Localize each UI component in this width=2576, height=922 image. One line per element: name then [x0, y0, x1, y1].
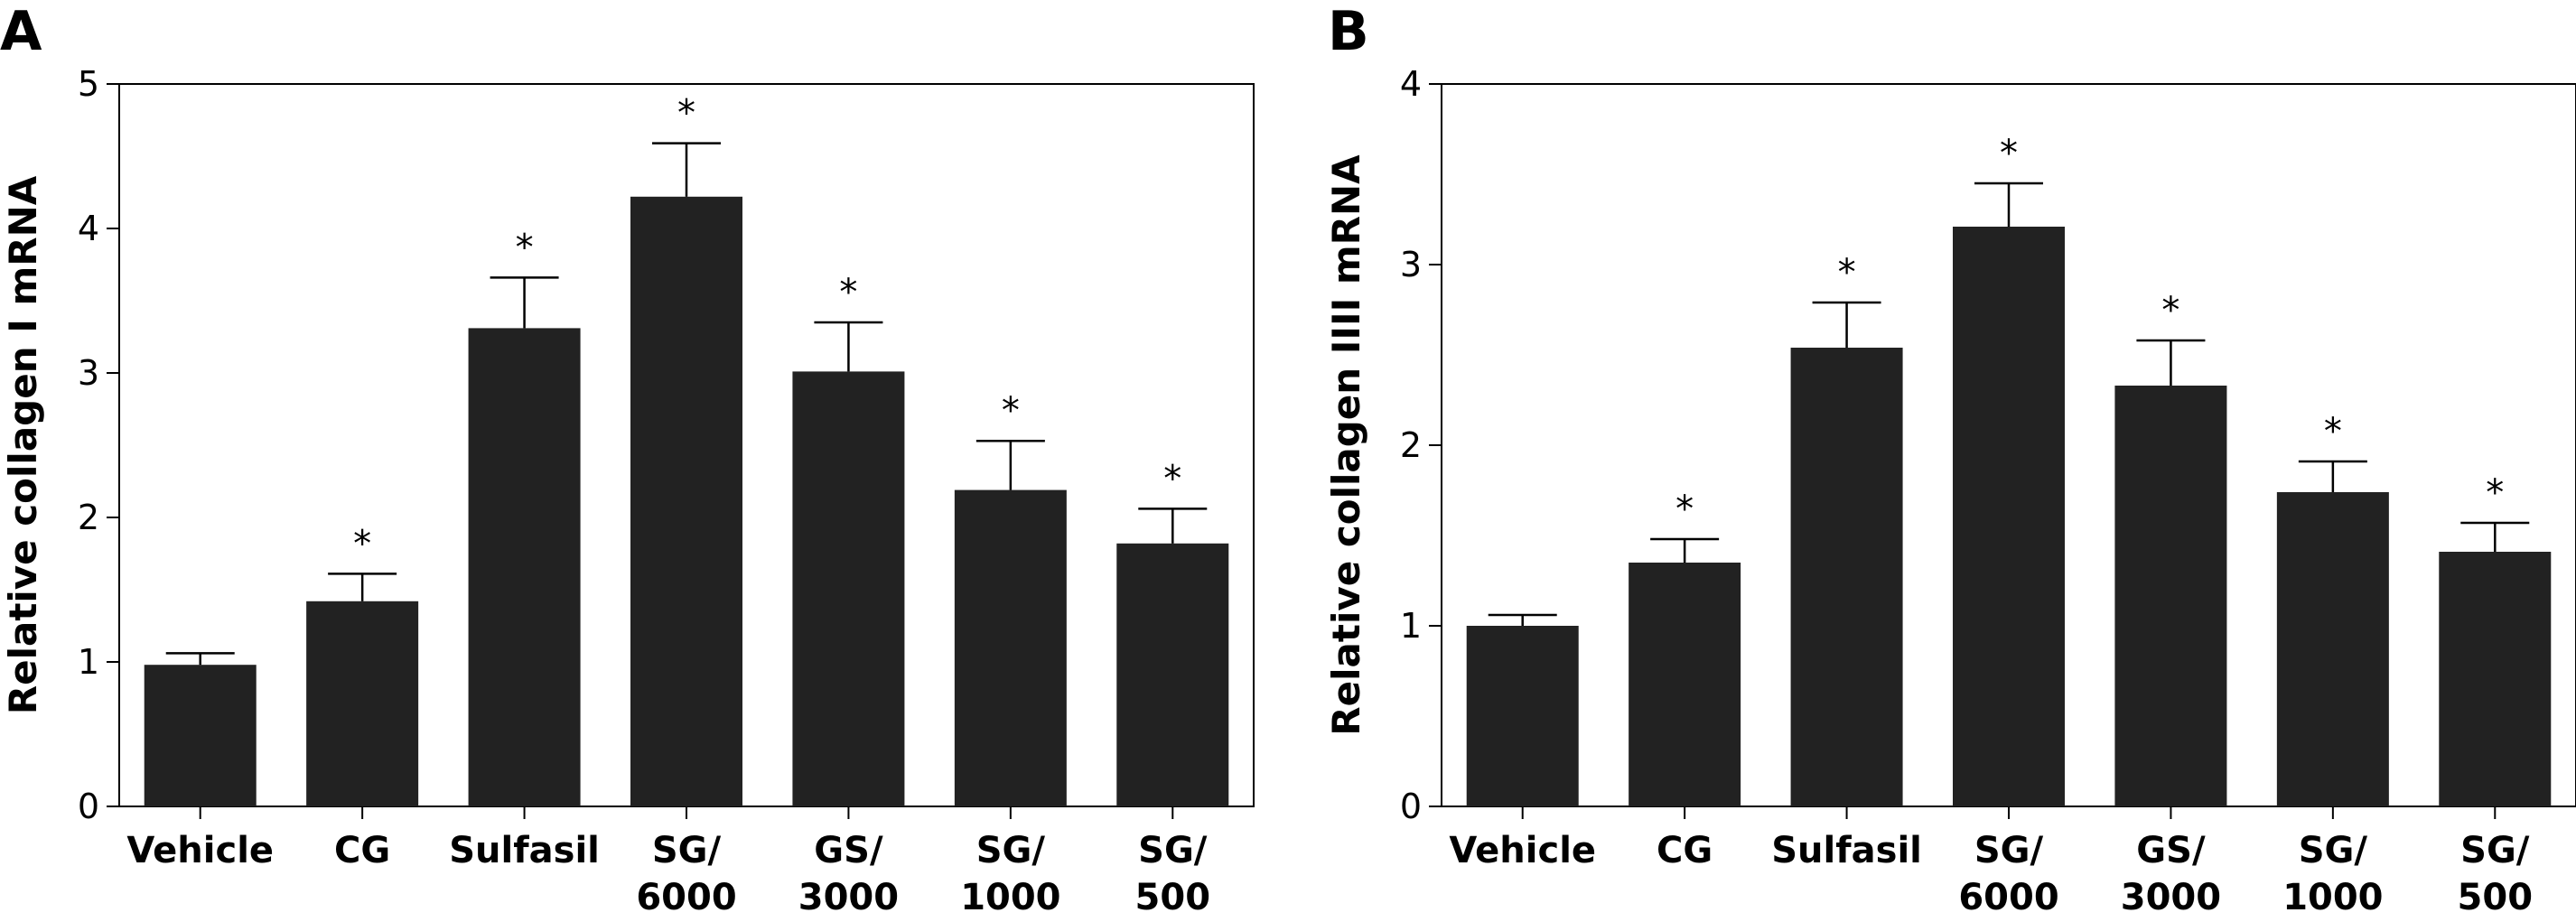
bar [630, 196, 742, 807]
x-tick-label-line: 3000 [2121, 877, 2221, 918]
significance-marker: * [1675, 489, 1694, 530]
x-tick-label-line: SG/ [1138, 830, 1208, 871]
x-tick-label-line: GS/ [814, 830, 883, 871]
chart-panel-a: A 0 1 2 3 4 5 Relative collagen I mRNA Vehicle * C… [0, 0, 1255, 918]
significance-marker: * [2486, 472, 2504, 514]
significance-marker: * [1002, 390, 1020, 432]
x-tick-label-line: Sulfasil [449, 830, 600, 871]
bar [306, 601, 419, 806]
x-tick-label-line: 3000 [798, 877, 899, 918]
x-tick-label-line: SG/ [976, 830, 1046, 871]
y-tick-label: 2 [78, 498, 99, 537]
significance-marker: * [839, 272, 857, 313]
y-tick-label: 1 [1400, 606, 1422, 646]
bar [792, 371, 905, 806]
x-tick-label: GS/3000 [798, 830, 899, 918]
x-tick-label-line: SG/ [1974, 830, 2044, 871]
panel-letter: A [0, 0, 42, 63]
significance-marker: * [2000, 133, 2018, 174]
y-tick-label: 0 [1400, 787, 1422, 826]
x-tick-label-line: 500 [1135, 877, 1211, 918]
x-tick-label: CG [334, 830, 390, 871]
x-tick-label-line: GS/ [2136, 830, 2206, 871]
x-tick-label-line: 1000 [960, 877, 1060, 918]
x-tick-label-line: 6000 [1958, 877, 2058, 918]
x-tick-label-line: Sulfasil [1771, 830, 1922, 871]
x-tick-label: SG/6000 [1958, 830, 2058, 918]
x-tick-label-line: 6000 [636, 877, 736, 918]
bar [144, 665, 257, 806]
x-tick-label-line: SG/ [2299, 830, 2368, 871]
x-tick-label: GS/3000 [2121, 830, 2221, 918]
bar [1790, 348, 1903, 806]
panel-letter: B [1328, 0, 1369, 63]
x-tick-label: Vehicle [126, 830, 274, 871]
y-tick-label: 1 [78, 642, 99, 682]
bar [1953, 227, 2065, 806]
y-axis-title: Relative collagen I mRNA [1, 175, 45, 714]
y-tick-label: 3 [1400, 245, 1422, 284]
significance-marker: * [2324, 411, 2342, 452]
x-tick-label: SG/1000 [2282, 830, 2383, 918]
x-tick-label-line: CG [1657, 830, 1713, 871]
y-tick-label: 4 [78, 209, 99, 248]
y-axis-title: Relative collagen IIII mRNA [1324, 154, 1368, 736]
x-tick-label-line: 500 [2458, 877, 2534, 918]
x-tick-label: SG/1000 [960, 830, 1060, 918]
x-tick-label: Sulfasil [1771, 830, 1922, 871]
significance-marker: * [1163, 458, 1181, 499]
bar [1466, 626, 1579, 806]
significance-marker: * [353, 523, 371, 564]
bar [2439, 552, 2552, 806]
significance-marker: * [516, 227, 534, 268]
x-tick-label: Sulfasil [449, 830, 600, 871]
y-tick-label: 5 [78, 64, 99, 104]
significance-marker: * [677, 93, 695, 135]
bar [1629, 563, 1741, 806]
x-tick-label-line: Vehicle [126, 830, 274, 871]
x-tick-label: SG/500 [2458, 830, 2534, 918]
x-tick-label: SG/6000 [636, 830, 736, 918]
y-tick-label: 4 [1400, 64, 1422, 104]
bar [2276, 492, 2389, 806]
bar [954, 489, 1067, 806]
x-tick-label-line: 1000 [2282, 877, 2383, 918]
x-tick-label-line: Vehicle [1449, 830, 1596, 871]
x-tick-label-line: SG/ [2460, 830, 2530, 871]
bar [468, 328, 581, 806]
x-tick-label: SG/500 [1135, 830, 1211, 918]
significance-marker: * [2161, 290, 2179, 331]
bar [2114, 386, 2227, 806]
x-tick-label-line: CG [334, 830, 390, 871]
x-tick-label: CG [1657, 830, 1713, 871]
y-tick-label: 2 [1400, 425, 1422, 465]
y-tick-label: 3 [78, 353, 99, 393]
bar [1116, 543, 1229, 806]
y-tick-label: 0 [78, 787, 99, 826]
x-tick-label: Vehicle [1449, 830, 1596, 871]
x-tick-label-line: SG/ [652, 830, 722, 871]
significance-marker: * [1838, 252, 1856, 293]
chart-panel-b: B 0 1 2 3 4 Relative collagen IIII mRNA Vehicle… [1324, 0, 2576, 918]
